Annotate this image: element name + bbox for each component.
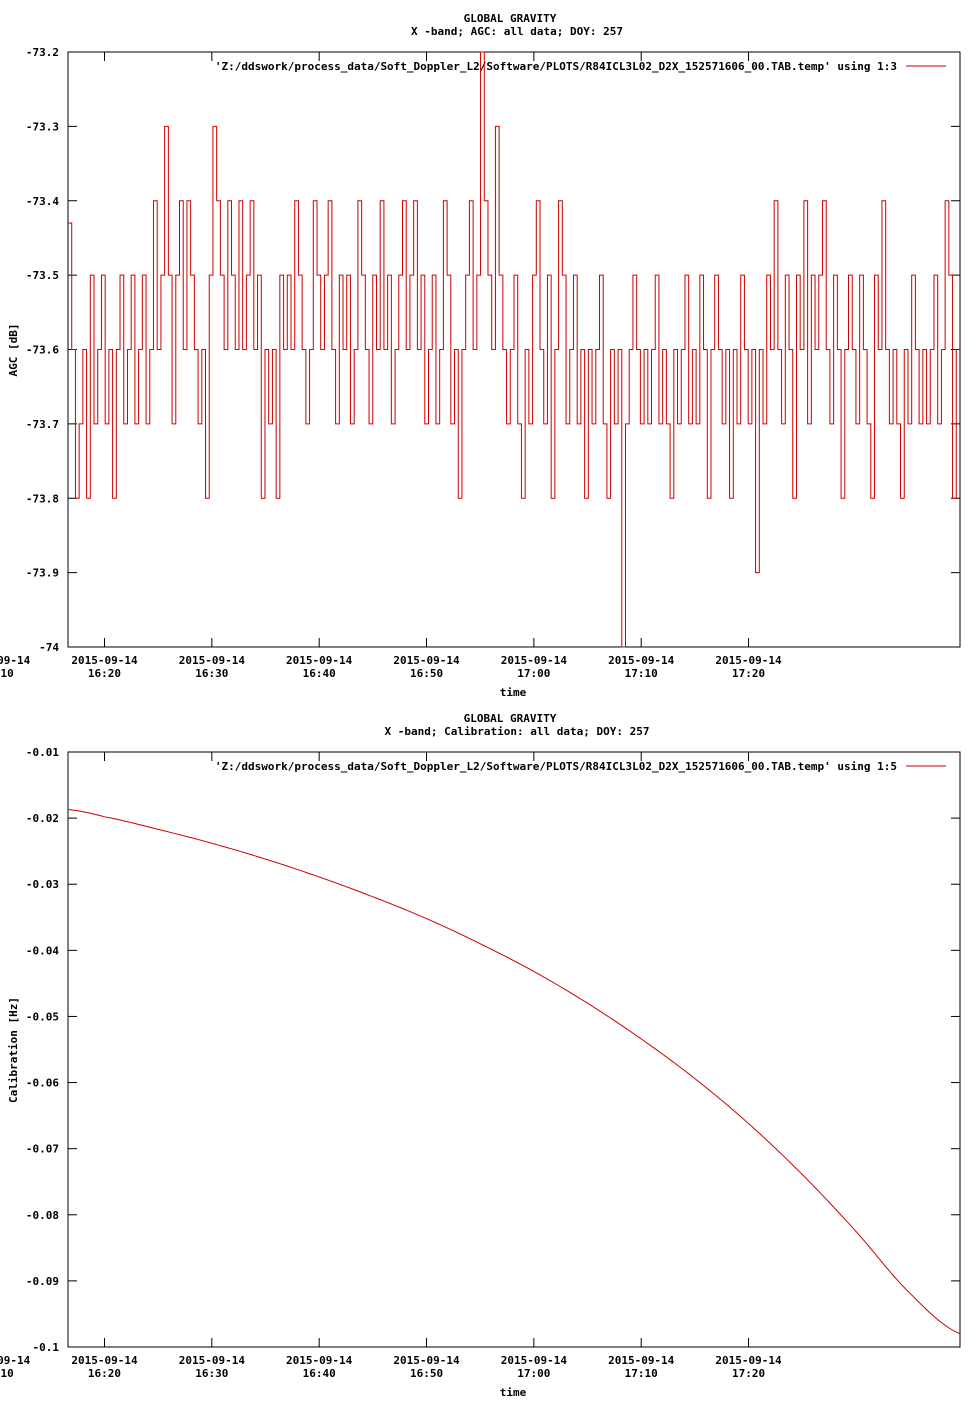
x-tick-label-time: 16:10 <box>0 667 14 680</box>
calibration-chart-panel: GLOBAL GRAVITY X -band; Calibration: all… <box>0 712 961 1399</box>
y-tick-label: -73.9 <box>26 567 59 580</box>
x-axis-label: time <box>500 686 527 699</box>
x-tick-label-date: 2015-09-14 <box>71 1354 138 1367</box>
x-tick-label-time: 16:40 <box>303 667 336 680</box>
x-tick-label-date: 2015-09-14 <box>179 654 246 667</box>
legend-label: 'Z:/ddswork/process_data/Soft_Doppler_L2… <box>215 60 897 73</box>
x-tick-label-date: 2015-09-14 <box>715 654 782 667</box>
y-tick-label: -0.03 <box>26 878 59 891</box>
x-tick-label-time: 16:20 <box>88 1367 121 1380</box>
y-tick-label: -73.6 <box>26 344 59 357</box>
y-tick-label: -0.04 <box>26 944 59 957</box>
x-tick-label-date: 2015-09-14 <box>179 1354 246 1367</box>
y-tick-label: -0.07 <box>26 1143 59 1156</box>
x-tick-label-date: 2015-09-14 <box>501 654 568 667</box>
series-line <box>68 51 960 648</box>
y-tick-label: -0.05 <box>26 1010 59 1023</box>
y-tick-label: -73.4 <box>26 195 59 208</box>
series-line <box>67 809 961 1335</box>
x-tick-label-time: 16:30 <box>195 1367 228 1380</box>
x-tick-label-time: 16:40 <box>303 1367 336 1380</box>
x-tick-label-date: 2015-09-14 <box>715 1354 782 1367</box>
x-tick-label-date: 2015-09-14 <box>0 654 31 667</box>
x-tick-label-time: 16:20 <box>88 667 121 680</box>
x-tick-label-time: 17:20 <box>732 1367 765 1380</box>
x-tick-label-date: 2015-09-14 <box>501 1354 568 1367</box>
y-axis-label: Calibration [Hz] <box>7 997 20 1103</box>
y-tick-label: -0.06 <box>26 1077 59 1090</box>
x-tick-label-time: 17:10 <box>625 667 658 680</box>
legend-label: 'Z:/ddswork/process_data/Soft_Doppler_L2… <box>215 760 897 773</box>
x-tick-label-date: 2015-09-14 <box>286 654 353 667</box>
y-tick-label: -0.09 <box>26 1275 59 1288</box>
y-tick-label: -0.1 <box>33 1341 60 1354</box>
x-tick-label-date: 2015-09-14 <box>608 654 675 667</box>
x-tick-label-time: 16:50 <box>410 1367 443 1380</box>
x-axis-label: time <box>500 1386 527 1399</box>
y-tick-label: -73.8 <box>26 492 59 505</box>
x-tick-label-date: 2015-09-14 <box>393 1354 460 1367</box>
x-tick-label-date: 2015-09-14 <box>71 654 138 667</box>
agc-chart-panel: GLOBAL GRAVITY X -band; AGC: all data; D… <box>0 12 961 699</box>
y-tick-label: -73.3 <box>26 120 59 133</box>
chart-title: GLOBAL GRAVITY <box>464 12 557 25</box>
chart-subtitle: X -band; Calibration: all data; DOY: 257 <box>385 725 650 738</box>
x-tick-label-date: 2015-09-14 <box>0 1354 31 1367</box>
x-tick-label-time: 16:30 <box>195 667 228 680</box>
plot-frame <box>67 751 961 1348</box>
x-tick-label-time: 16:50 <box>410 667 443 680</box>
y-axis-label: AGC [dB] <box>7 324 20 377</box>
x-tick-label-time: 17:00 <box>517 1367 550 1380</box>
x-tick-label-date: 2015-09-14 <box>286 1354 353 1367</box>
y-tick-label: -74 <box>39 641 59 654</box>
x-tick-label-time: 17:20 <box>732 667 765 680</box>
y-tick-label: -0.01 <box>26 746 59 759</box>
x-tick-label-date: 2015-09-14 <box>608 1354 675 1367</box>
y-tick-label: -73.7 <box>26 418 59 431</box>
y-tick-label: -73.2 <box>26 46 59 59</box>
x-tick-label-date: 2015-09-14 <box>393 654 460 667</box>
y-tick-label: -73.5 <box>26 269 59 282</box>
x-tick-label-time: 17:00 <box>517 667 550 680</box>
y-tick-label: -0.02 <box>26 812 59 825</box>
x-tick-label-time: 17:10 <box>625 1367 658 1380</box>
y-tick-label: -0.08 <box>26 1209 59 1222</box>
x-tick-label-time: 16:10 <box>0 1367 14 1380</box>
chart-subtitle: X -band; AGC: all data; DOY: 257 <box>411 25 623 38</box>
chart-title: GLOBAL GRAVITY <box>464 712 557 725</box>
